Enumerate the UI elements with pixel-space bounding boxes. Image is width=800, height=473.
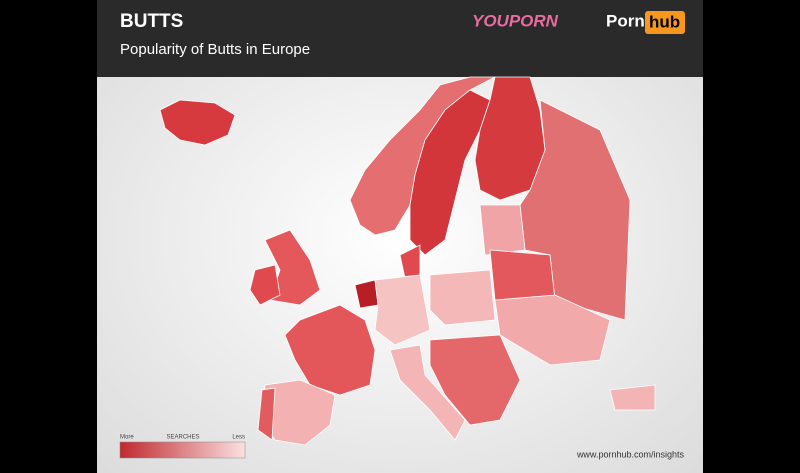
legend: More SEARCHES Less (119, 435, 246, 459)
italy (389, 344, 466, 441)
poland (429, 269, 496, 326)
finland (474, 76, 546, 201)
header-bar (97, 0, 703, 77)
belarus (489, 249, 556, 301)
title: BUTTS (120, 11, 183, 32)
turkey (609, 384, 656, 411)
balkans (429, 334, 521, 426)
legend-more: More (120, 435, 134, 441)
norway (349, 76, 496, 236)
iceland (159, 99, 236, 146)
legend-less: Less (232, 435, 245, 441)
logo-hub-box (645, 11, 685, 34)
subtitle: Popularity of Butts in Europe (120, 41, 310, 58)
portugal (257, 387, 276, 441)
logo-hub: hub (649, 12, 680, 31)
france (284, 304, 376, 396)
sweden (409, 89, 491, 256)
legend-gradient (119, 441, 246, 459)
germany (374, 274, 431, 346)
legend-title: SEARCHES (166, 435, 199, 441)
europe-map (159, 76, 656, 446)
logo-porn: Porn (606, 11, 645, 30)
logo-youporn: YOUPORN (472, 11, 559, 30)
baltics (479, 204, 526, 256)
ireland (249, 264, 281, 306)
footer-url: www.pornhub.com/insights (576, 449, 685, 459)
